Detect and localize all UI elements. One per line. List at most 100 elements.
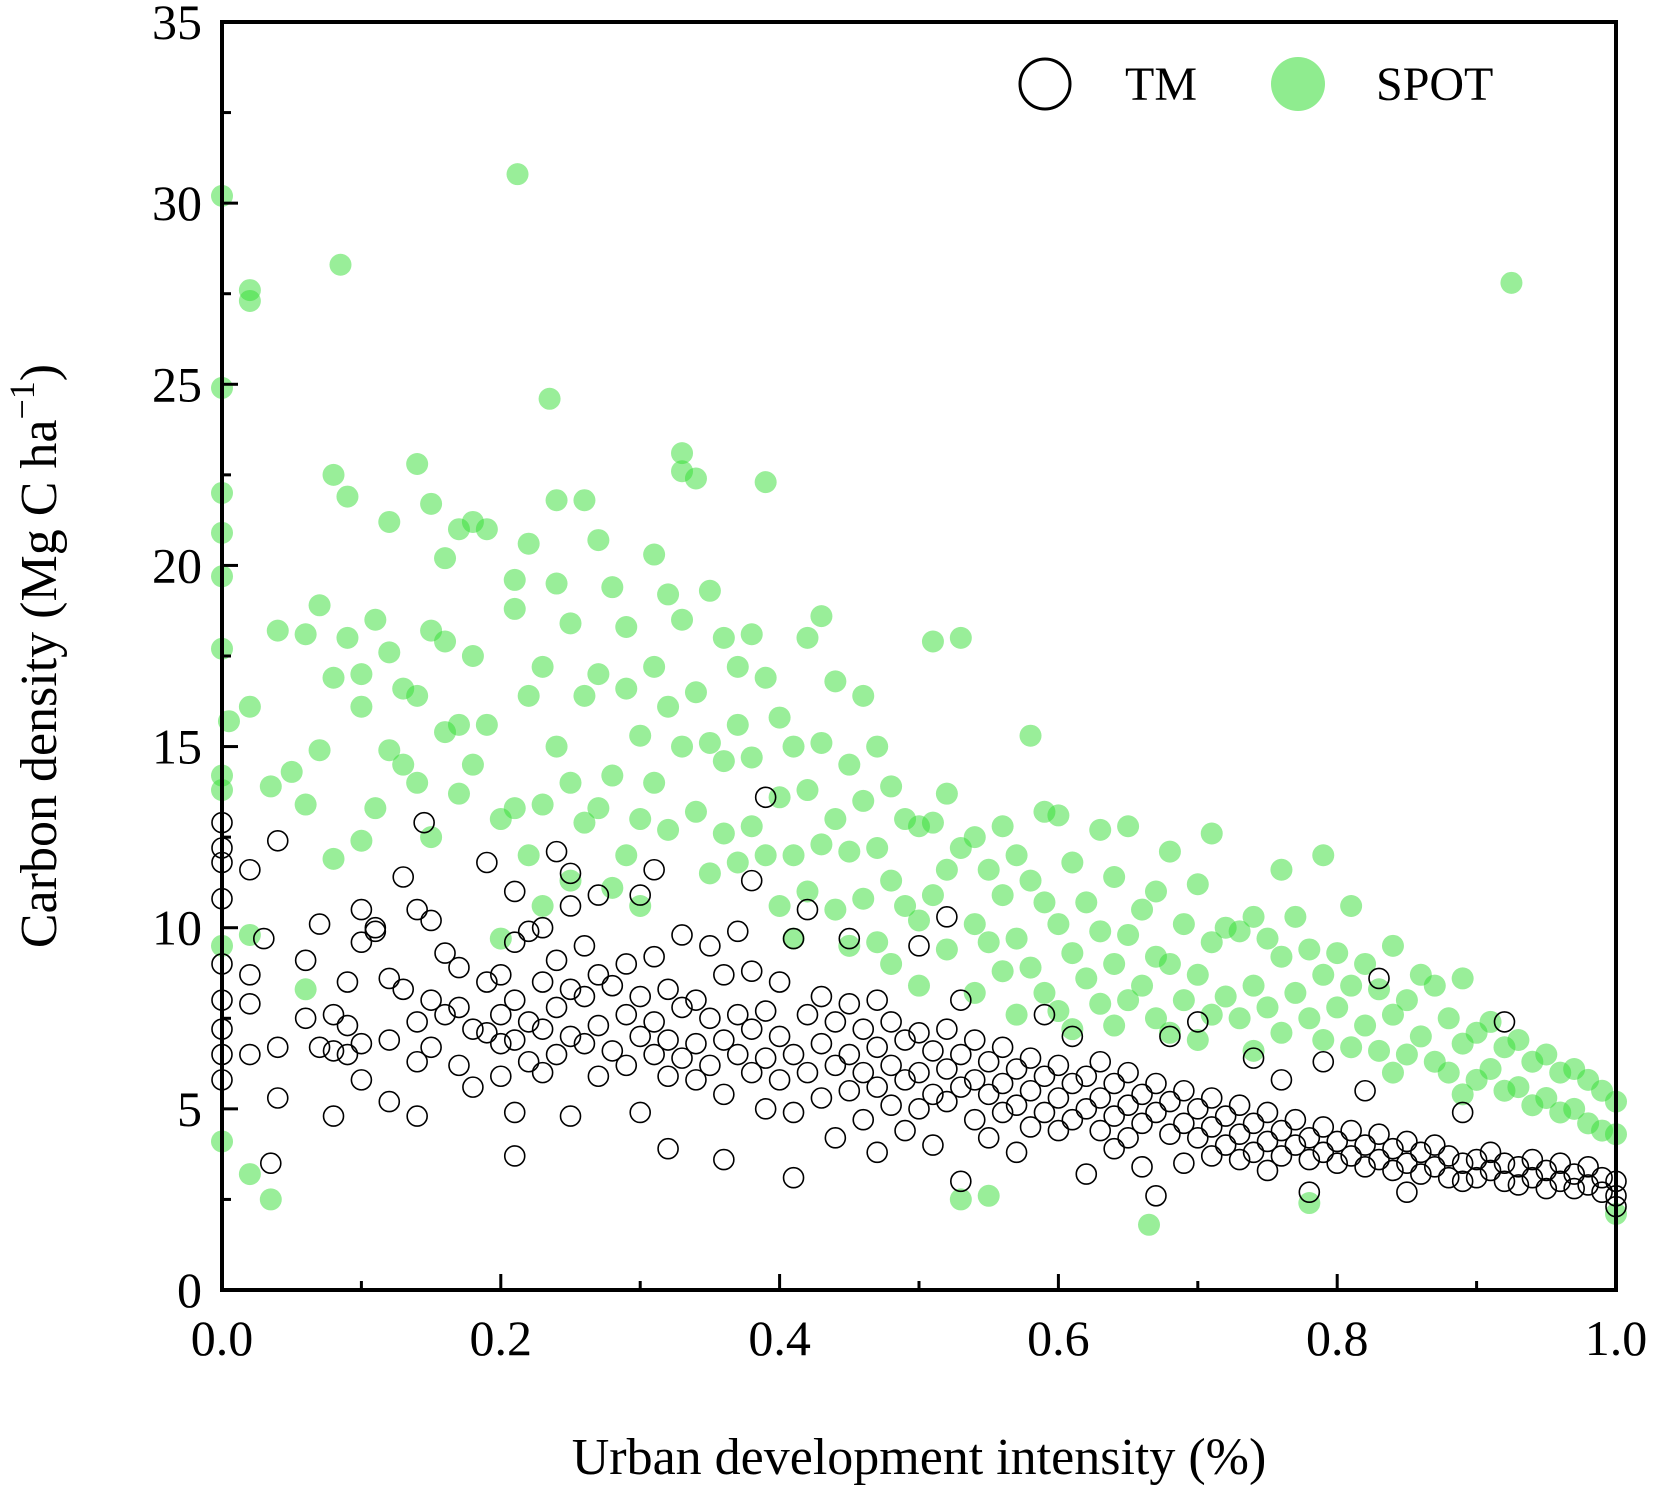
tm-point: [462, 1076, 484, 1098]
spot-point: [963, 826, 986, 849]
tm-point: [1354, 1156, 1376, 1178]
spot-point: [880, 952, 903, 975]
tm-point: [1089, 1087, 1112, 1109]
spot-point: [824, 898, 847, 921]
spot-point: [643, 655, 666, 678]
spot-point: [434, 630, 457, 653]
tm-point: [1298, 1181, 1321, 1203]
spot-point: [1158, 952, 1181, 975]
spot-point: [866, 735, 889, 758]
spot-point: [1186, 963, 1209, 986]
tm-point: [824, 1011, 847, 1033]
tm-point: [1005, 1141, 1028, 1164]
spot-point: [475, 713, 498, 736]
tm-point: [1103, 1072, 1125, 1095]
spot-point: [1005, 1003, 1028, 1026]
spot-point: [1047, 1000, 1070, 1023]
spot-point: [1451, 1083, 1474, 1106]
spot-point: [1228, 920, 1251, 943]
tm-point: [420, 1036, 442, 1059]
tm-point: [1563, 1163, 1585, 1185]
spot-point: [615, 616, 638, 639]
tm-point: [601, 1040, 624, 1062]
spot-point: [364, 797, 387, 820]
spot-point: [684, 681, 707, 704]
tm-point: [573, 935, 596, 957]
tm-point: [936, 1090, 958, 1113]
tm-point: [713, 1148, 735, 1171]
tm-point: [866, 1141, 888, 1164]
x-tick-label: 1.0: [1585, 1310, 1648, 1366]
tm-point: [768, 1025, 791, 1048]
spot-point: [782, 844, 805, 867]
spot-point: [517, 684, 540, 707]
tm-point: [420, 989, 442, 1011]
tm-point: [503, 931, 526, 954]
tm-point: [796, 1003, 819, 1026]
spot-point: [378, 510, 401, 533]
spot-point: [308, 739, 331, 762]
spot-point: [1451, 967, 1474, 990]
tm-point: [713, 964, 735, 986]
spot-point: [754, 471, 777, 494]
spot-point: [1117, 815, 1140, 838]
spot-point: [294, 793, 317, 816]
spot-point: [880, 775, 903, 798]
spot-point: [1089, 992, 1112, 1015]
tm-point: [392, 866, 415, 888]
spot-point: [1437, 1007, 1460, 1030]
spot-point: [517, 844, 540, 867]
tm-point: [1479, 1141, 1502, 1164]
tm-point: [1131, 1112, 1153, 1135]
tm-point: [838, 1079, 861, 1102]
tm-point: [852, 1018, 875, 1040]
tm-point: [754, 1098, 777, 1120]
tm-point: [1173, 1079, 1195, 1102]
spot-point: [963, 981, 986, 1004]
spot-point: [587, 663, 610, 686]
spot-point: [1186, 873, 1209, 896]
spot-point: [1326, 996, 1349, 1019]
tm-point: [1159, 1025, 1181, 1048]
tm-point: [1382, 1159, 1404, 1182]
tm-point: [1089, 1050, 1112, 1073]
y-tick-label: 20: [152, 537, 202, 593]
tm-point: [991, 1036, 1014, 1059]
spot-point: [1298, 938, 1321, 961]
spot-point: [1103, 952, 1126, 975]
spot-point: [671, 442, 694, 465]
tm-point: [880, 1094, 902, 1117]
tm-point: [1354, 1134, 1376, 1156]
tm-point: [1493, 1170, 1516, 1193]
tm-point: [824, 1127, 847, 1149]
spot-series: [211, 163, 1627, 1236]
tm-point: [908, 1098, 930, 1120]
tm-point: [322, 1040, 345, 1062]
tm-point: [1521, 1166, 1544, 1189]
tm-point: [643, 858, 665, 881]
spot-point: [294, 978, 317, 1001]
tm-point: [573, 1032, 596, 1055]
tm-point: [1159, 1090, 1181, 1113]
tm-point: [1410, 1141, 1432, 1164]
tm-point: [392, 978, 415, 1001]
tm-point: [1423, 1156, 1446, 1178]
tm-point: [685, 989, 707, 1011]
spot-point: [1061, 1018, 1084, 1041]
tm-point: [1256, 1159, 1279, 1182]
tm-point: [448, 996, 470, 1019]
spot-point: [615, 844, 638, 867]
spot-point: [1144, 1007, 1167, 1030]
tm-point: [1131, 1156, 1153, 1178]
tm-point: [713, 1083, 735, 1106]
spot-point: [1131, 898, 1154, 921]
tm-point: [1117, 1127, 1139, 1149]
tm-point: [1535, 1159, 1558, 1182]
tm-point: [1591, 1181, 1613, 1203]
spot-point: [894, 894, 917, 917]
tm-point: [1507, 1174, 1530, 1196]
tm-point: [503, 1029, 526, 1051]
spot-point: [1186, 1029, 1209, 1052]
y-tick-label: 0: [177, 1262, 202, 1318]
tm-point: [1549, 1152, 1572, 1174]
